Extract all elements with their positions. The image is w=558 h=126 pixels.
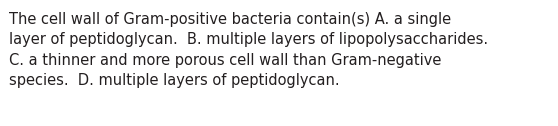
Text: The cell wall of Gram-positive bacteria contain(s) A. a single
layer of peptidog: The cell wall of Gram-positive bacteria … — [9, 12, 488, 88]
